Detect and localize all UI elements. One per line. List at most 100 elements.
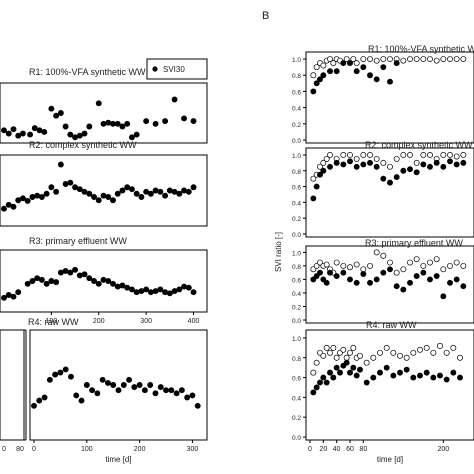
- filled-point-4: [178, 387, 185, 394]
- filled-point-1: [128, 134, 135, 141]
- filled-point-4: [126, 376, 133, 383]
- filled-point-3: [128, 286, 135, 293]
- filled-point-4: [41, 394, 48, 401]
- filled-point-1: [53, 112, 60, 119]
- y-tick-label: 0.2: [292, 216, 301, 223]
- open-point-8: [390, 349, 397, 356]
- filled-point-1: [86, 123, 93, 130]
- open-point-8: [330, 344, 337, 351]
- open-point-8: [383, 344, 390, 351]
- filled-point-1: [133, 131, 140, 138]
- filled-point-2: [91, 194, 97, 200]
- open-point-8: [450, 344, 457, 351]
- filled-point-8: [363, 379, 370, 386]
- panel-frame-8: [305, 329, 474, 441]
- filled-point-6: [310, 195, 317, 202]
- filled-point-8: [383, 364, 390, 371]
- filled-point-6: [320, 167, 327, 174]
- filled-point-2: [114, 190, 121, 197]
- filled-point-8: [443, 376, 450, 383]
- filled-point-1: [114, 120, 121, 127]
- filled-point-8: [343, 359, 350, 366]
- filled-point-1: [67, 131, 74, 138]
- filled-point-2: [185, 188, 192, 195]
- filled-point-7: [323, 279, 330, 286]
- filled-point-8: [423, 369, 430, 376]
- filled-point-6: [380, 175, 387, 182]
- open-point-6: [447, 152, 453, 158]
- open-point-8: [377, 349, 383, 356]
- filled-point-7: [460, 283, 467, 290]
- open-point-8: [397, 352, 403, 359]
- panel-frame-5: [305, 51, 474, 144]
- open-point-5: [367, 56, 373, 62]
- filled-point-3: [166, 290, 173, 297]
- filled-point-7: [347, 276, 353, 283]
- filled-point-3: [15, 289, 22, 296]
- filled-point-3: [10, 293, 17, 300]
- filled-point-5: [313, 80, 320, 87]
- filled-point-1: [143, 118, 150, 125]
- open-point-7: [427, 259, 433, 266]
- panel-frame-7: [305, 245, 474, 324]
- filled-point-3: [91, 278, 97, 284]
- filled-point-4: [131, 384, 138, 391]
- filled-point-3: [143, 286, 150, 293]
- open-point-5: [447, 56, 453, 62]
- filled-point-2: [181, 187, 187, 194]
- open-point-6: [310, 175, 317, 182]
- filled-point-7: [327, 269, 333, 276]
- filled-point-7: [387, 266, 393, 273]
- filled-point-1: [31, 125, 38, 132]
- y-tick-label: 0.8: [292, 264, 301, 271]
- filled-point-7: [400, 286, 407, 293]
- open-point-6: [373, 155, 380, 162]
- filled-point-8: [330, 374, 337, 381]
- open-point-5: [310, 72, 317, 79]
- open-point-7: [333, 259, 340, 266]
- x-tick-label: 200: [134, 446, 146, 453]
- filled-point-6: [327, 163, 333, 170]
- open-point-5: [407, 56, 413, 62]
- filled-point-1: [15, 132, 22, 139]
- filled-point-8: [437, 372, 443, 379]
- filled-point-4: [168, 387, 175, 394]
- filled-point-6: [393, 174, 400, 181]
- filled-point-1: [100, 120, 107, 127]
- open-point-8: [313, 359, 320, 366]
- filled-point-2: [76, 186, 83, 193]
- filled-point-1: [5, 130, 12, 137]
- open-point-7: [400, 266, 407, 273]
- filled-point-6: [433, 159, 440, 166]
- filled-point-5: [317, 76, 323, 83]
- filled-point-1: [62, 123, 69, 130]
- y-tick-label: 0.4: [292, 106, 301, 113]
- open-point-6: [387, 163, 393, 170]
- filled-point-2: [100, 192, 107, 199]
- filled-point-3: [105, 278, 112, 284]
- filled-point-1: [105, 119, 112, 126]
- panel-frame-4: [29, 329, 208, 441]
- x-tick-label: 80: [16, 446, 24, 453]
- open-point-8: [350, 344, 357, 351]
- legend-label: SVI30: [163, 65, 185, 74]
- filled-point-4: [57, 369, 64, 376]
- filled-point-5: [367, 72, 373, 79]
- open-point-7: [387, 259, 393, 266]
- open-point-6: [320, 159, 327, 166]
- filled-point-7: [440, 293, 447, 300]
- filled-point-5: [387, 78, 393, 85]
- filled-point-7: [317, 269, 323, 276]
- filled-point-8: [347, 369, 353, 376]
- filled-point-7: [380, 269, 387, 276]
- filled-point-3: [133, 289, 140, 296]
- filled-point-2: [128, 186, 135, 193]
- filled-point-3: [1, 294, 7, 301]
- filled-point-6: [353, 163, 360, 170]
- filled-point-1: [171, 96, 178, 103]
- filled-point-1: [190, 118, 197, 125]
- open-point-6: [413, 159, 420, 166]
- filled-point-3: [24, 280, 31, 287]
- filled-point-8: [350, 364, 357, 371]
